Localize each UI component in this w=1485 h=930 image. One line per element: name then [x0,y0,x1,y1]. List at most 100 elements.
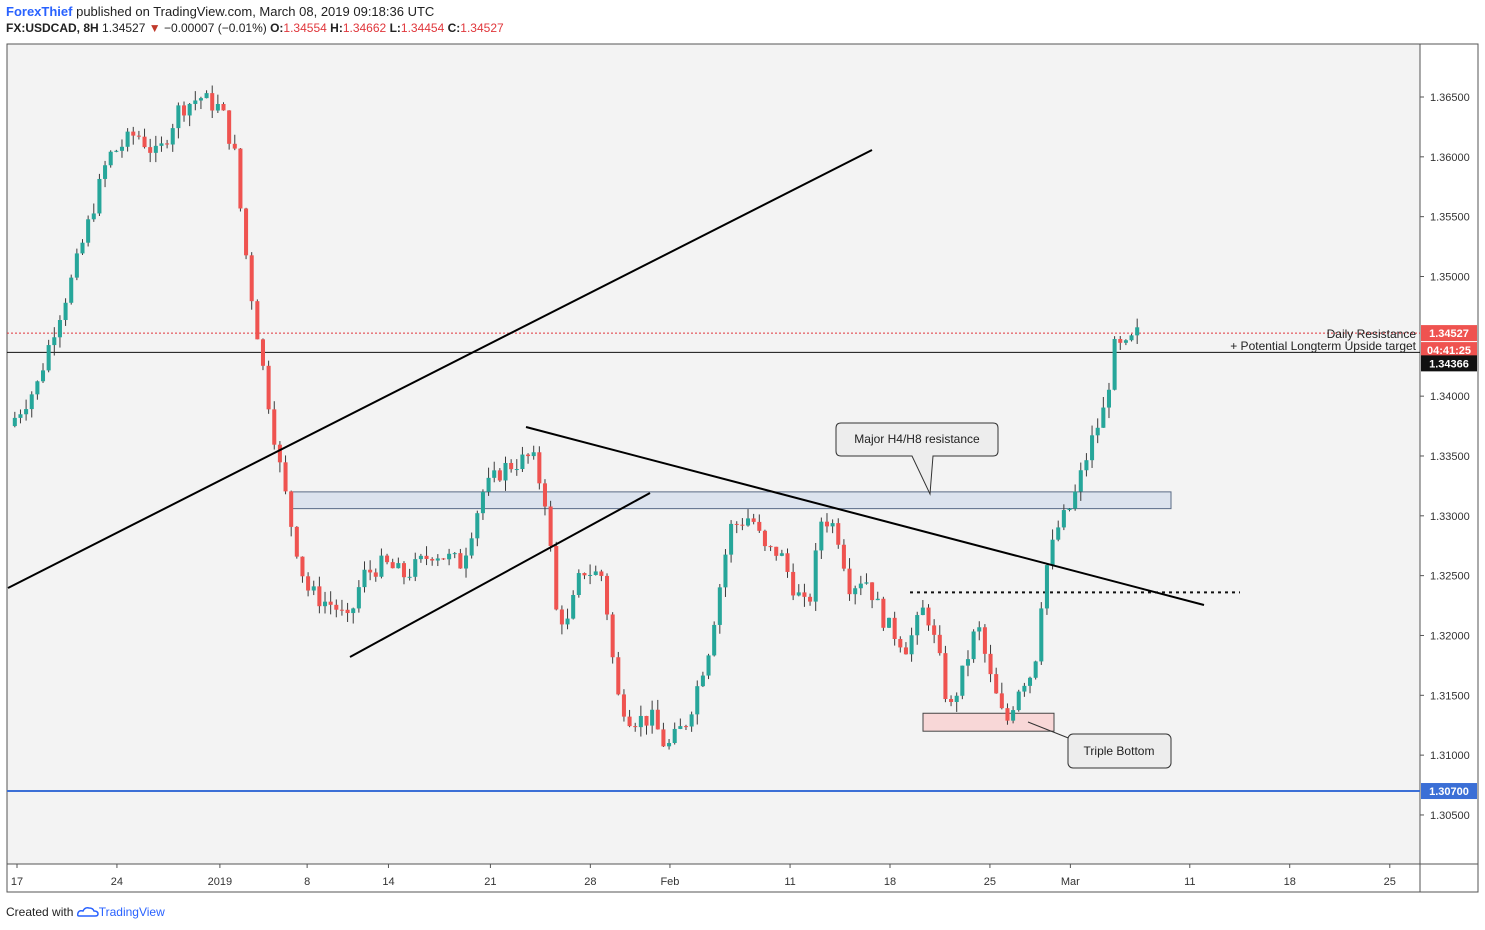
candle-up [853,588,858,595]
price-label-countdown-box [1421,342,1477,359]
candle-down [892,617,897,639]
candle-up [689,714,694,727]
candle-up [712,624,717,656]
candle-up [915,615,920,636]
candle-up [379,555,384,577]
candle-down [932,625,937,635]
candle-up [413,559,418,577]
candle-up [407,576,412,578]
candle-down [655,709,660,730]
candle-down [283,462,288,492]
candle-up [1135,327,1140,336]
candle-up [779,553,784,556]
x-tick-label: 18 [1284,876,1296,888]
candle-up [819,521,824,551]
daily-resistance-text: Daily Resistance [1327,327,1417,341]
candle-up [1016,691,1021,711]
descending-trendline[interactable] [525,426,1205,606]
candle-up [678,726,683,729]
x-tick-label: Feb [660,876,679,888]
tradingview-link[interactable]: TradingView [98,905,165,919]
candle-up [159,143,164,146]
candle-up [198,98,203,101]
candle-up [571,594,576,619]
x-tick-label: 17 [11,876,23,888]
candle-down [802,592,807,597]
candle-up [311,586,316,591]
candle-down [605,575,610,615]
candle-down [836,523,841,545]
candlestick-series [12,85,1140,750]
candle-down [368,569,373,573]
x-tick-label: 24 [111,876,123,888]
candle-up [1084,460,1089,471]
price-label-last-box [1421,325,1477,342]
publish-text: published on TradingView.com, March 08, … [76,4,435,19]
candle-down [300,556,305,577]
candle-up [46,345,51,371]
candle-down [136,135,141,137]
x-tick-label: Mar [1061,876,1080,888]
x-tick-label: 18 [884,876,896,888]
candle-down [616,657,621,695]
candle-down [1005,708,1010,721]
candle-down [757,521,762,531]
candle-up [723,554,728,588]
last-price: 1.34527 [102,21,146,35]
y-tick-label: 1.30500 [1430,810,1470,822]
candle-up [1067,508,1072,511]
candle-down [898,638,903,648]
candle-up [1050,539,1055,566]
major-resistance-callout[interactable]: Major H4/H8 resistance [835,422,999,496]
candle-up [1011,710,1016,721]
candle-up [813,550,818,602]
candle-up [1033,661,1038,678]
candle-up [565,618,570,625]
candle-down [903,647,908,655]
candle-down [221,104,226,111]
candle-down [390,562,395,569]
candle-up [503,462,508,481]
candle-down [131,131,136,136]
candle-up [638,715,643,728]
triple-bottom-callout[interactable]: Triple Bottom [1027,721,1172,769]
low-value: 1.34454 [400,21,445,35]
candle-up [667,742,672,747]
price-scale[interactable] [1420,44,1478,864]
candle-up [1112,339,1117,390]
x-tick-label: 21 [484,876,496,888]
candle-down [401,563,406,578]
triple-bottom-zone[interactable] [922,712,1055,732]
callout-box [835,422,999,496]
candle-up [960,665,965,696]
channel-support-line[interactable] [349,492,651,658]
upside-target-text: + Potential Longterm Upside target [1230,339,1416,353]
resistance-zone[interactable] [291,491,1172,510]
candle-up [1106,389,1111,408]
candle-up [108,151,113,166]
candle-down [328,601,333,605]
ohlc-legend: FX:USDCAD, 8H 1.34527 ▼ −0.00007 (−0.01%… [6,21,504,35]
candle-down [165,143,170,145]
candle-up [215,104,220,111]
candle-up [887,617,892,628]
candle-down [142,136,147,148]
x-tick-label: 8 [304,876,310,888]
rising-trendline[interactable] [7,149,873,589]
x-tick-label: 14 [382,876,394,888]
author-link[interactable]: ForexThief [6,4,73,19]
candle-down [1118,339,1123,343]
candle-up [153,145,158,153]
candle-up [41,370,46,382]
callout-box [1067,733,1172,769]
plot-area[interactable] [7,44,1420,864]
candle-up [531,452,536,457]
candle-up [1073,491,1078,509]
footer-credit: Created with TradingView [6,905,165,919]
candle-up [965,659,970,666]
candle-up [63,302,68,321]
low-label: L: [389,21,401,35]
candle-up [86,219,91,243]
candle-down [255,301,260,340]
